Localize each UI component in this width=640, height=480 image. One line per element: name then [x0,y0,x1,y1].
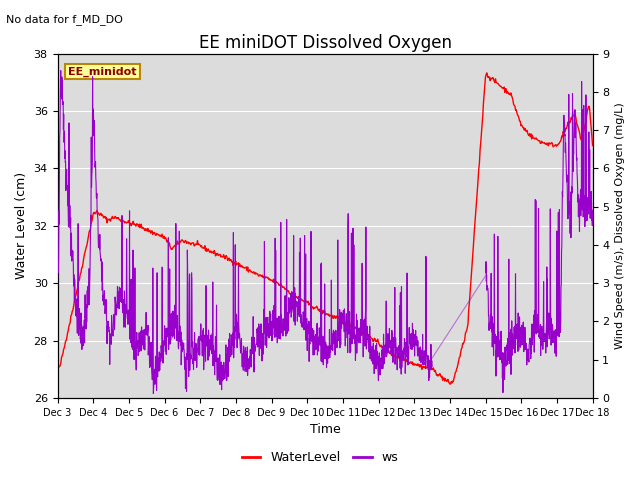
Text: No data for f_MD_DO: No data for f_MD_DO [6,14,124,25]
X-axis label: Time: Time [310,423,340,436]
Y-axis label: Water Level (cm): Water Level (cm) [15,172,28,279]
Legend: WaterLevel, ws: WaterLevel, ws [237,446,403,469]
Title: EE miniDOT Dissolved Oxygen: EE miniDOT Dissolved Oxygen [198,34,452,52]
Y-axis label: Wind Speed (m/s), Dissolved Oxygen (mg/L): Wind Speed (m/s), Dissolved Oxygen (mg/L… [615,102,625,349]
Text: EE_minidot: EE_minidot [68,66,137,77]
